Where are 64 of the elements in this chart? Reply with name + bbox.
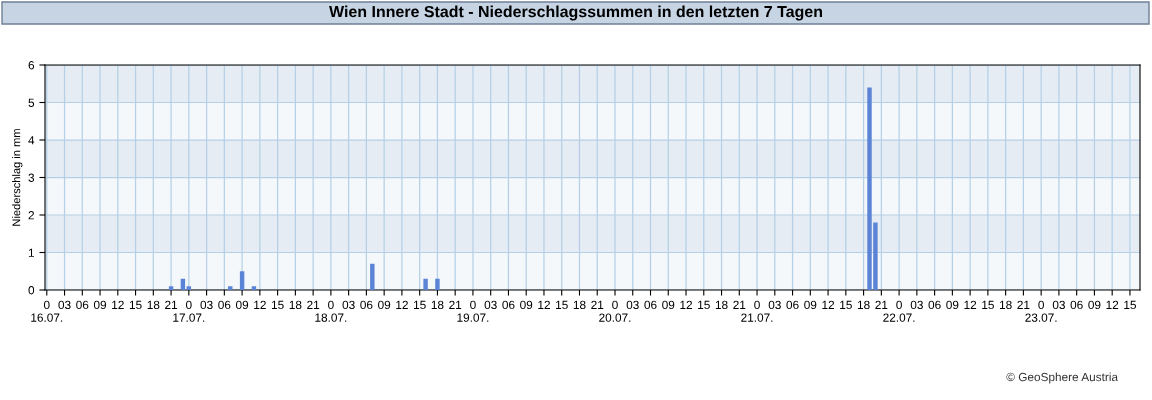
x-tick-label: 06 — [502, 300, 515, 310]
x-tick-label: 18 — [573, 300, 586, 310]
x-tick-label: 12 — [680, 300, 692, 309]
chart-title: Wien Innere Stadt - Niederschlagssummen in den letzten 7 Tagen — [329, 5, 822, 21]
x-tick-label: 15 — [414, 300, 426, 310]
x-tick-label: 15 — [129, 300, 142, 310]
x-tick-label: 15 — [1124, 300, 1137, 310]
x-tick-label: 06 — [218, 300, 231, 310]
y-tick-label: 1 — [28, 248, 35, 257]
y-tick-label: 5 — [28, 98, 35, 107]
x-tick-label: 03 — [342, 300, 355, 310]
x-tick-label: 21 — [449, 300, 462, 309]
x-tick-label: 12 — [538, 300, 550, 309]
x-tick-label: 09 — [236, 300, 249, 310]
x-tick-label: 21 — [165, 300, 178, 309]
x-tick-label: 09 — [520, 300, 533, 310]
x-tick-label: 18 — [147, 300, 160, 310]
y-tick-label: 2 — [28, 211, 34, 220]
x-tick-label: 15 — [982, 300, 994, 310]
x-tick-label: 06 — [644, 300, 657, 310]
x-tick-label: 15 — [271, 300, 284, 310]
x-tick-label: 15 — [698, 300, 710, 310]
x-tick-label: 21 — [733, 300, 746, 309]
x-tick-label: 03 — [1052, 300, 1065, 310]
y-tick-label: 0 — [28, 286, 35, 295]
x-tick-label: 09 — [378, 300, 391, 310]
x-tick-label: 15 — [840, 300, 852, 310]
y-axis-title: Niederschlag in mm — [12, 129, 23, 226]
x-tick-label: 09 — [662, 300, 675, 310]
x-tick-label: 06 — [76, 300, 89, 310]
x-tick-label: 03 — [910, 300, 923, 310]
x-tick-label: 03 — [626, 300, 639, 310]
x-tick-label: 09 — [1088, 300, 1101, 310]
x-tick-label: 18 — [431, 300, 444, 310]
x-tick-label: 09 — [804, 300, 817, 310]
x-tick-label: 06 — [786, 300, 799, 310]
x-tick-label: 09 — [93, 300, 107, 310]
x-tick-label: 12 — [964, 300, 977, 309]
x-tick-label: 15 — [556, 300, 568, 310]
x-tick-label: 12 — [112, 300, 124, 309]
x-tick-label: 03 — [768, 300, 781, 310]
x-tick-label: 06 — [360, 300, 373, 310]
x-tick-label: 18 — [999, 300, 1012, 310]
x-tick-label: 06 — [928, 300, 941, 310]
x-tick-label: 12 — [396, 300, 408, 309]
x-tick-label: 03 — [200, 300, 213, 310]
x-tick-label: 06 — [1070, 300, 1083, 310]
x-tick-label: 18 — [715, 300, 728, 310]
y-tick-label: 3 — [28, 173, 35, 182]
x-tick-label: 21 — [591, 300, 604, 309]
x-tick-label: 03 — [58, 300, 71, 310]
x-tick-label: 21 — [1017, 300, 1030, 309]
y-tick-label: 4 — [28, 136, 35, 145]
x-tick-label: 12 — [254, 300, 266, 309]
x-tick-label: 18 — [857, 300, 870, 310]
x-tick-label: 12 — [822, 300, 835, 309]
y-tick-label: 6 — [28, 61, 35, 70]
text: © GeoSphere Austria — [1006, 372, 1118, 384]
x-tick-label: 03 — [484, 300, 497, 310]
x-tick-label: 18 — [289, 300, 302, 310]
x-tick-label: 21 — [875, 300, 888, 309]
x-tick-label: 21 — [307, 300, 320, 309]
x-tick-label: 09 — [946, 300, 959, 310]
x-tick-label: 12 — [1106, 300, 1119, 309]
